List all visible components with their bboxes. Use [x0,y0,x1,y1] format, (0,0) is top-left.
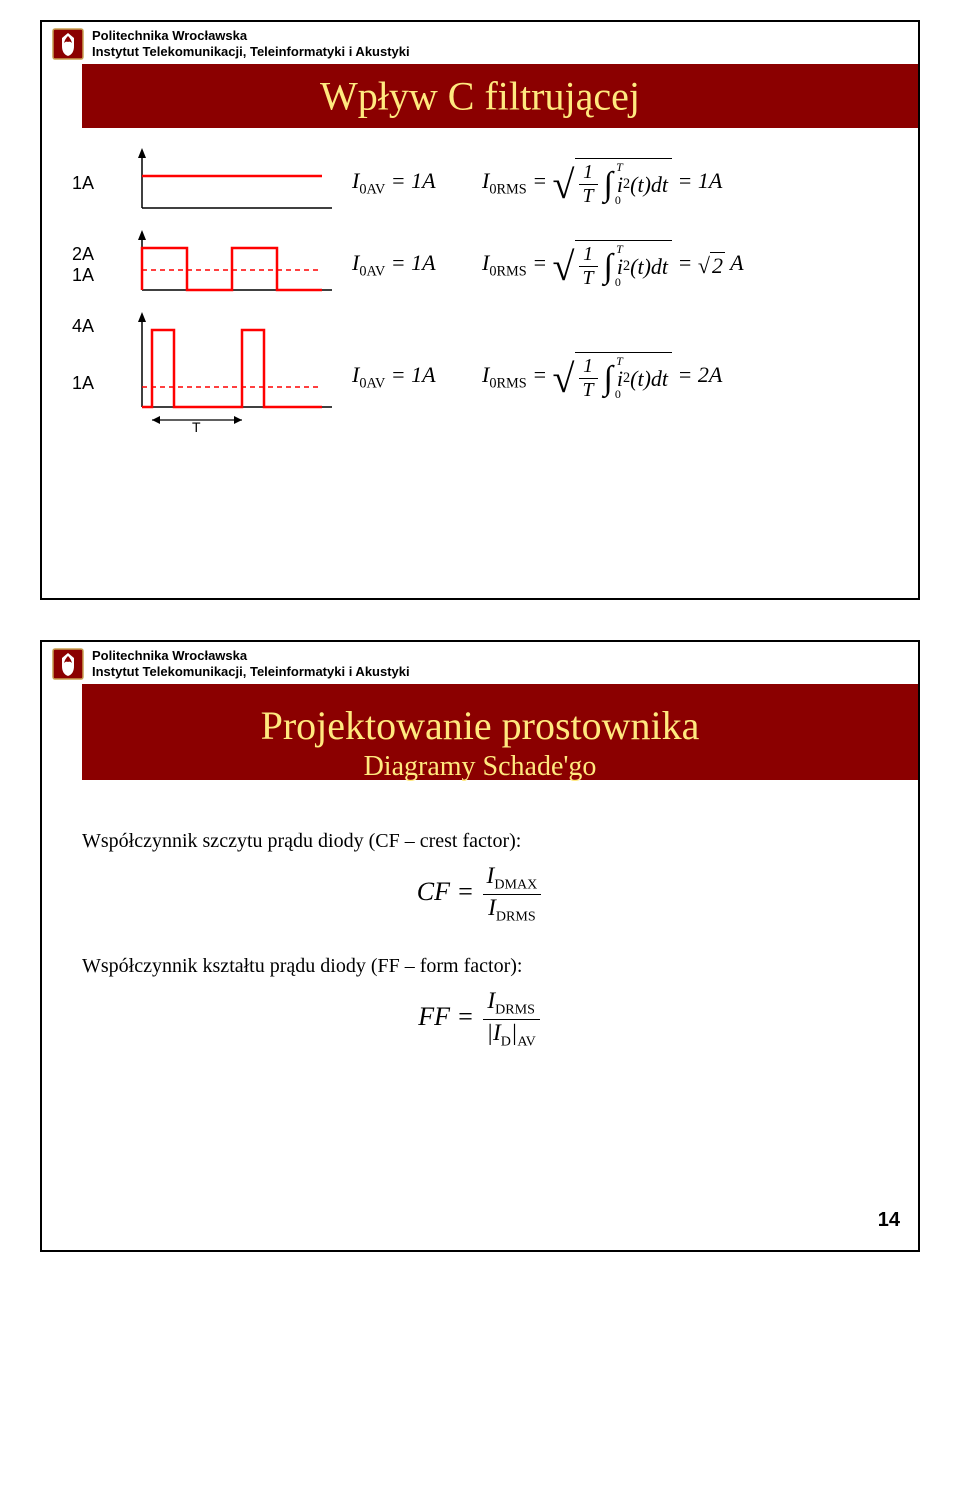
row-2-irms: I0RMS = √ 1 T T ∫ 0 [482,240,888,290]
cf-equation: CF = IDMAX IDRMS [82,863,878,925]
ff-equation: FF = IDRMS |ID|AV [82,988,878,1050]
row-3: 4A 1A T [72,312,888,432]
slide-2-title-group: Projektowanie prostownika Diagramy Schad… [261,702,700,783]
slide-2-subtitle: Diagramy Schade'go [261,751,700,783]
slide-1-body: 1A I0AV = 1A I0RMS = [42,128,918,598]
row-2-ylabel: 2A 1A [72,244,122,286]
slide-1-header: Politechnika Wrocławska Instytut Telekom… [42,22,918,62]
slide-1-title-bar: Wpływ C filtrującej [42,64,918,128]
institution-block: Politechnika Wrocławska Instytut Telekom… [92,648,410,679]
institution-block: Politechnika Wrocławska Instytut Telekom… [92,28,410,59]
slide-2-header: Politechnika Wrocławska Instytut Telekom… [42,642,918,682]
institution-line-2: Instytut Telekomunikacji, Teleinformatyk… [92,664,410,680]
slide-1: Politechnika Wrocławska Instytut Telekom… [40,20,920,600]
institution-line-1: Politechnika Wrocławska [92,648,410,664]
row-3-irms: I0RMS = √ 1 T T ∫ 0 [482,312,888,402]
row-1-iav: I0AV = 1A [352,168,482,198]
slide-2-title-bar: Projektowanie prostownika Diagramy Schad… [42,684,918,780]
row-2-waveform-icon [122,230,352,300]
sqrt-3: √ 1 T T ∫ 0 i2(t)dt [553,352,672,402]
row-1-irms: I0RMS = √ 1 T T ∫ 0 [482,158,888,208]
row-2-iav: I0AV = 1A [352,250,482,280]
row-1: 1A I0AV = 1A I0RMS = [72,148,888,218]
slide-2-title: Projektowanie prostownika [261,702,700,749]
ff-description: Współczynnik kształtu prądu diody (FF – … [82,955,878,978]
slide-1-title: Wpływ C filtrującej [320,73,640,120]
row-3-waveform-icon: T [122,312,352,432]
sqrt-2: √ 1 T T ∫ 0 i2(t)dt [553,240,672,290]
institution-line-1: Politechnika Wrocławska [92,28,410,44]
cf-description: Współczynnik szczytu prądu diody (CF – c… [82,830,878,853]
row-3-ylabel: 4A 1A [72,312,122,394]
period-label: T [192,419,201,432]
institution-line-2: Instytut Telekomunikacji, Teleinformatyk… [92,44,410,60]
slide-2: Politechnika Wrocławska Instytut Telekom… [40,640,920,1252]
university-logo-icon [52,28,84,60]
row-2: 2A 1A I0AV = 1A I0RMS = [72,230,888,300]
university-logo-icon [52,648,84,680]
page: Politechnika Wrocławska Instytut Telekom… [0,20,960,1252]
page-number: 14 [878,1209,900,1232]
row-3-iav: I0AV = 1A [352,312,482,392]
row-1-ylabel: 1A [72,173,122,194]
sqrt-1: √ 1 T T ∫ 0 i2(t)dt [553,158,672,208]
slide-2-body: Współczynnik szczytu prądu diody (CF – c… [42,780,918,1250]
row-1-waveform-icon [122,148,352,218]
